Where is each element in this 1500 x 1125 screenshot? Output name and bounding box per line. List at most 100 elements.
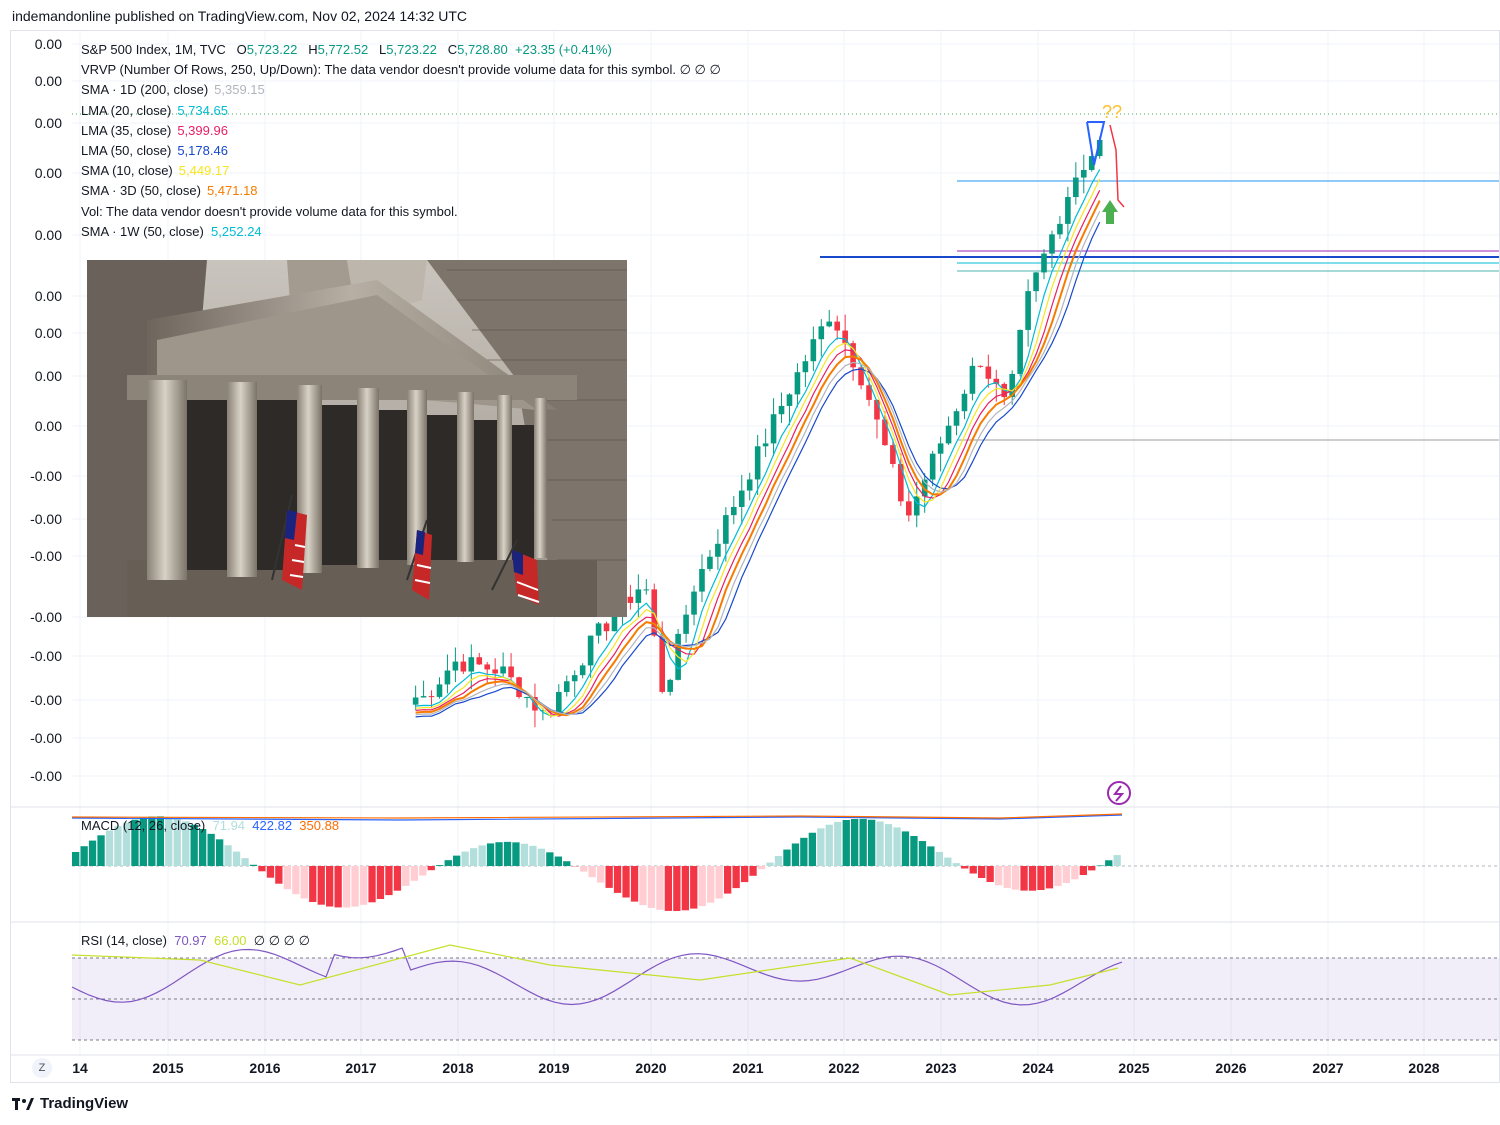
candle-body [468,657,475,672]
vrvp-legend[interactable]: VRVP (Number Of Rows, 250, Up/Down): The… [81,62,721,78]
macd-histogram-bar [122,822,131,866]
macd-pane [71,813,1499,911]
macd-histogram-bar [639,866,647,906]
indicator-legend-0[interactable]: SMA · 1D (200, close) 5,359.15 [81,80,721,100]
indicator-label: LMA (35, close) [81,122,172,138]
macd-histogram-bar [656,866,664,910]
indicator-value: 5,252.24 [211,223,262,239]
rsi-label: RSI (14, close) [81,933,167,948]
x-tick-label: 2027 [1312,1060,1343,1076]
footer-brand[interactable]: TradingView [12,1095,128,1112]
y-tick-label: 0.00 [35,368,62,384]
candle-body [1057,223,1063,235]
x-tick-label: 2020 [635,1060,666,1076]
candle-body [1065,197,1071,224]
y-tick-label: 0.00 [35,418,62,434]
ohlc-open: 5,723.22 [246,42,298,57]
macd-histogram-bar [495,842,503,867]
macd-histogram-bar [1054,866,1062,886]
macd-histogram-bar [326,866,334,907]
macd-histogram-bar [842,819,850,866]
macd-histogram-bar [876,821,884,867]
macd-histogram-bar [1088,866,1096,871]
macd-histogram-bar [148,816,156,866]
macd-histogram-bar [241,858,249,866]
candle-body [913,496,920,516]
candle-body [428,696,435,698]
macd-histogram-bar [199,828,207,866]
macd-histogram-bar [300,866,308,899]
candle-body [1080,169,1087,178]
macd-histogram-bar [673,866,681,911]
flag-left [271,494,307,590]
macd-histogram-bar [910,836,918,867]
indicator-value: 5,449.17 [178,163,230,179]
candle-body [762,443,769,447]
zoom-button[interactable]: Z [32,1058,52,1078]
macd-histogram-bar [376,866,385,899]
horizontal-lines [72,113,1499,441]
macd-histogram-bar [927,846,935,867]
indicator-legend-1[interactable]: LMA (20, close) 5,734.65 [81,101,721,121]
candle-body [961,393,968,412]
macd-signal-line [71,813,1123,819]
indicator-label: SMA · 3D (50, close) [81,183,201,199]
candle-body [1033,272,1039,292]
candle-body [778,405,785,415]
macd-histogram-bar [613,866,622,893]
sma-1w-legend[interactable]: SMA · 1W (50, close) 5,252.24 [81,222,721,242]
ohlc-close: 5,728.80 [457,42,508,57]
indicator-legend-2[interactable]: LMA (35, close) 5,399.96 [81,121,721,141]
x-tick-label: 2022 [828,1060,859,1076]
macd-histogram-bar [630,866,639,902]
macd-histogram-bar [444,860,452,866]
macd-histogram-bar [935,851,943,866]
macd-histogram-bar [182,821,190,867]
macd-histogram-bar [690,866,698,909]
footer-brand-text: TradingView [40,1095,129,1112]
macd-histogram-bar [546,852,554,867]
candle-body [953,411,960,426]
candle-body [524,697,530,699]
tradingview-logo-icon [12,1097,34,1110]
candle-body [723,515,729,544]
macd-histogram-bar [698,866,706,907]
macd-histogram-bar [224,845,232,867]
y-tick-label: -0.00 [30,511,62,527]
macd-histogram-bar [520,843,529,866]
candle-body [643,589,650,591]
candle-body [611,615,618,632]
candle-body [969,365,976,394]
macd-histogram-bar [512,842,520,866]
macd-histogram-bar [995,866,1003,886]
candle-body [810,339,817,362]
flash-icon [1113,785,1125,802]
indicator-legend-5[interactable]: SMA · 3D (50, close) 5,471.18 [81,181,721,201]
macd-histogram-bar [232,851,241,867]
candle-body [850,343,856,368]
macd-histogram-bar [173,818,181,866]
macd-histogram-bar [1113,855,1121,866]
indicator-legend-3[interactable]: LMA (50, close) 5,178.46 [81,141,721,161]
main-series-legend[interactable]: S&P 500 Index, 1M, TVC O5,723.22 H5,772.… [81,40,721,60]
indicator-legend-4[interactable]: SMA (10, close) 5,449.17 [81,161,721,181]
macd-histogram-bar [207,833,215,866]
rsi-legend[interactable]: RSI (14, close) 70.97 66.00 ∅ ∅ ∅ ∅ [81,933,310,949]
macd-histogram-bar [1096,865,1104,867]
macd-histogram-bar [1079,866,1087,875]
indicator-label: LMA (50, close) [81,143,172,159]
macd-legend[interactable]: MACD (12, 26, close) 71.94 422.82 350.88 [81,818,339,833]
macd-value-1: 71.94 [212,818,246,833]
macd-histogram-bar [359,866,368,905]
candle-body [420,696,427,698]
macd-histogram-bar [884,824,893,866]
vol-legend[interactable]: Vol: The data vendor doesn't provide vol… [81,203,458,219]
macd-histogram-bar [453,855,461,867]
candle-body [476,657,483,665]
macd-histogram-bar [503,841,512,866]
y-tick-label: -0.00 [30,648,62,664]
macd-histogram-bar [563,861,571,867]
x-tick-label: 2017 [345,1060,376,1076]
macd-histogram-bar [808,832,816,867]
